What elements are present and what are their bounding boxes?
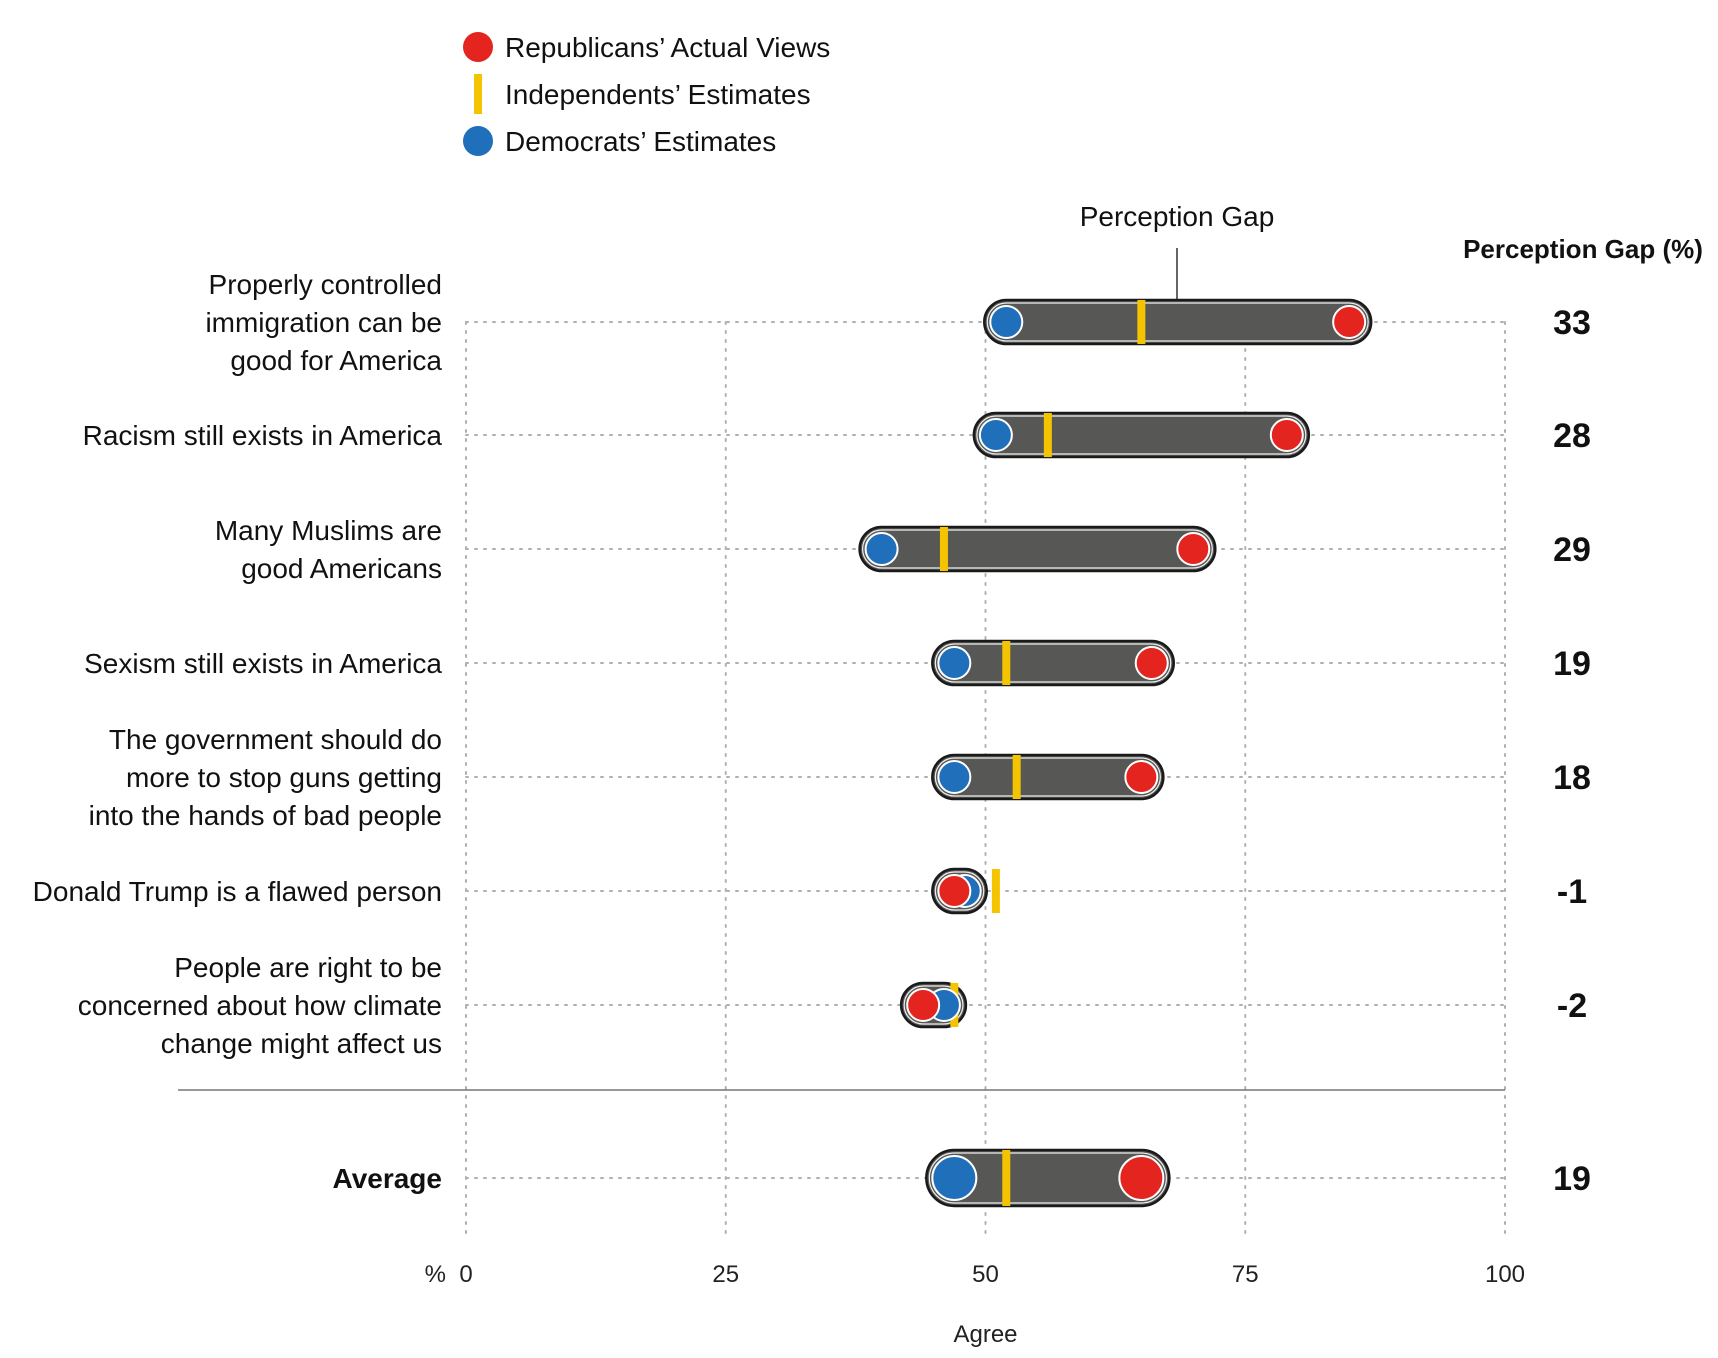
gap-column-header: Perception Gap (%) — [1463, 234, 1703, 264]
rows-layer: Properly controlled immigration can be goo… — [33, 269, 1591, 1208]
row-6-republican-dot — [906, 988, 941, 1022]
row-4: The government should do more to stop gun… — [89, 724, 1591, 831]
row-3-independent-mark — [1002, 641, 1011, 685]
row-4-label-line-0: The government should do — [109, 724, 442, 755]
row-0-label-line-0: Properly controlled — [209, 269, 442, 300]
perception-gap-annotation: Perception Gap — [1080, 201, 1275, 302]
x-tick-label-50: 50 — [972, 1261, 999, 1288]
row-1-gap-bar-outline — [976, 415, 1307, 455]
row-2-republican-dot — [1176, 532, 1211, 566]
row-6-gap-bar-outline — [903, 985, 964, 1025]
row-2-gap-bar-outline — [861, 529, 1213, 569]
row-2-label-line-1: good Americans — [241, 553, 442, 584]
row-2-label-line-0: Many Muslims are — [215, 515, 442, 546]
row-5: Donald Trump is a flawed person -1 — [33, 867, 1587, 915]
row-5-republican-dot — [937, 874, 972, 908]
x-axis-unit: % — [425, 1261, 446, 1288]
row-3-gap-bar-outline — [934, 643, 1172, 683]
row-1-republican-dot — [1269, 418, 1304, 452]
row-1-democrat-dot — [978, 418, 1013, 452]
average-democrat-dot — [931, 1155, 978, 1201]
legend-label-1: Independents’ Estimates — [505, 79, 811, 110]
average-gap-value: 19 — [1553, 1160, 1591, 1198]
legend-marker-0 — [463, 32, 493, 62]
legend-label-0: Republicans’ Actual Views — [505, 32, 830, 63]
row-6-label-line-1: concerned about how climate — [78, 990, 442, 1021]
row-4-label-line-2: into the hands of bad people — [89, 800, 442, 831]
row-1-label-line-0: Racism still exists in America — [83, 420, 443, 451]
row-1-gap-value: 28 — [1553, 417, 1591, 455]
row-3-democrat-dot — [937, 646, 972, 680]
average-row: Average 19 — [333, 1148, 1591, 1208]
average-gap-bar — [925, 1148, 1171, 1208]
row-0-gap-value: 33 — [1553, 304, 1591, 342]
row-6-gap-value: -2 — [1557, 987, 1587, 1025]
row-0-independent-mark — [1137, 300, 1146, 344]
row-0-gap-bar-outline — [986, 302, 1369, 342]
x-tick-label-75: 75 — [1232, 1261, 1259, 1288]
row-4-gap-bar-outline — [934, 757, 1161, 797]
row-4-label-line-1: more to stop guns getting — [126, 762, 442, 793]
row-6: People are right to be concerned about ho… — [78, 952, 1587, 1059]
x-axis-label: Agree — [953, 1321, 1017, 1348]
row-4-gap-bar — [931, 753, 1165, 801]
average-label-line-0: Average — [333, 1163, 442, 1194]
row-2-independent-mark — [939, 527, 948, 571]
row-3: Sexism still exists in America 19 — [84, 639, 1591, 687]
row-5-gap-value: -1 — [1557, 873, 1587, 911]
x-axis: % Agree 0 25 50 75 100 — [425, 1261, 1525, 1348]
x-tick-label-25: 25 — [712, 1261, 739, 1288]
row-0-label-line-1: immigration can be — [205, 307, 442, 338]
legend: Republicans’ Actual Views Independents’ E… — [463, 32, 830, 157]
legend-marker-2 — [463, 126, 493, 156]
annotation-label: Perception Gap — [1080, 201, 1275, 232]
row-2-gap-value: 29 — [1553, 531, 1591, 569]
row-5-independent-mark — [991, 869, 1000, 913]
row-3-label-line-0: Sexism still exists in America — [84, 648, 442, 679]
row-1: Racism still exists in America 28 — [83, 411, 1591, 459]
row-5-label-line-0: Donald Trump is a flawed person — [33, 876, 442, 907]
average-republican-dot — [1118, 1155, 1165, 1201]
row-3-gap-value: 19 — [1553, 645, 1591, 683]
row-2: Many Muslims are good Americans 29 — [215, 515, 1591, 584]
row-1-gap-bar — [972, 411, 1311, 459]
row-1-independent-mark — [1043, 413, 1052, 457]
legend-marker-1 — [474, 74, 482, 114]
average-gap-bar-outline — [928, 1152, 1167, 1204]
row-4-democrat-dot — [937, 760, 972, 794]
row-2-democrat-dot — [864, 532, 899, 566]
row-3-republican-dot — [1134, 646, 1169, 680]
x-tick-label-100: 100 — [1485, 1261, 1525, 1288]
row-2-gap-bar — [858, 525, 1217, 573]
row-6-label-line-0: People are right to be — [174, 952, 442, 983]
legend-label-2: Democrats’ Estimates — [505, 126, 776, 157]
row-0: Properly controlled immigration can be goo… — [205, 269, 1590, 376]
row-0-republican-dot — [1332, 305, 1367, 339]
row-6-label-line-2: change might affect us — [161, 1028, 442, 1059]
row-5-gap-bar-outline — [934, 871, 985, 911]
row-4-republican-dot — [1124, 760, 1159, 794]
row-0-label-line-2: good for America — [230, 345, 442, 376]
row-0-democrat-dot — [989, 305, 1024, 339]
row-0-gap-bar — [983, 298, 1373, 346]
x-tick-label-0: 0 — [459, 1261, 472, 1288]
average-independent-mark — [1002, 1150, 1011, 1206]
row-4-independent-mark — [1012, 755, 1021, 799]
row-3-gap-bar — [931, 639, 1175, 687]
row-4-gap-value: 18 — [1553, 759, 1591, 797]
